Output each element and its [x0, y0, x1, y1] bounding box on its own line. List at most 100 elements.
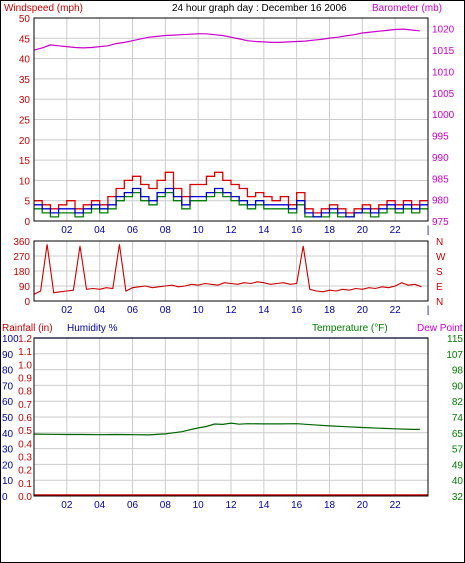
windspeed-tick-label: 20	[19, 136, 31, 147]
temperature-tick-label: 40	[452, 476, 464, 487]
direction-tick-label: 360	[13, 237, 30, 248]
temperature-tick-label: 74	[452, 413, 464, 424]
climate-plot-frame	[33, 337, 429, 497]
direction-chart-x-tick-label: 04	[94, 305, 106, 316]
wind-chart-x-tick-label: 20	[357, 225, 369, 236]
rainfall-tick-label: 0.9	[18, 374, 32, 385]
wind-chart-x-tick-label: 14	[258, 225, 270, 236]
climate-chart-x-tick-label: 02	[61, 500, 73, 511]
humidity-axis-label: Humidity %	[67, 323, 118, 334]
rainfall-tick-label: 1.1	[18, 347, 32, 358]
temperature-tick-label: 32	[452, 492, 464, 503]
direction-tick-label: 90	[19, 282, 31, 293]
temperature-line	[33, 422, 420, 436]
rainfall-tick-label: 0.3	[18, 453, 32, 464]
direction-plot-frame	[33, 240, 429, 302]
direction-chart-x-tick-label: 18	[324, 305, 336, 316]
windspeed-tick-label: 40	[19, 55, 31, 66]
rainfall-tick-label: 0.5	[18, 426, 32, 437]
windspeed-blue-line	[34, 187, 428, 218]
wind-chart-x-tick-label: 06	[127, 225, 139, 236]
windspeed-tick-label: 5	[24, 197, 30, 208]
barometer-tick-label: 990	[432, 153, 449, 164]
chart-title: 24 hour graph day : December 16 2006	[172, 3, 347, 14]
climate-chart-x-tick-label: 06	[127, 500, 139, 511]
barometer-tick-label: 1020	[432, 25, 455, 36]
barometer-line	[33, 28, 420, 51]
windspeed-tick-label: 10	[19, 176, 31, 187]
barometer-tick-label: 1015	[432, 46, 455, 57]
barometer-tick-label: 1005	[432, 89, 455, 100]
barometer-tick-label: 975	[432, 217, 449, 228]
rainfall-tick-label: 0.2	[18, 466, 32, 477]
wind-chart-x-tick-label: 22	[390, 225, 402, 236]
temperature-tick-label: 90	[452, 381, 464, 392]
temperature-axis-label: Temperature (°F)	[312, 323, 388, 334]
climate-chart-x-tick-label: 16	[291, 500, 303, 511]
direction-tick-label: 270	[13, 252, 30, 263]
windspeed-tick-label: 15	[19, 156, 31, 167]
rainfall-axis-label: Rainfall (in)	[2, 323, 53, 334]
humidity-tick-label: 80	[2, 366, 14, 377]
dew-point-label: Dew Point	[417, 323, 463, 334]
humidity-tick-label: 10	[2, 476, 14, 487]
direction-tick-label: 0	[24, 297, 30, 308]
rainfall-tick-label: 1.0	[18, 360, 32, 371]
temperature-tick-label: 107	[446, 350, 463, 361]
climate-chart-x-tick-label: 10	[193, 500, 205, 511]
windspeed-tick-label: 30	[19, 95, 31, 106]
humidity-tick-label: 0	[2, 492, 8, 503]
climate-chart-x-tick-label: 20	[357, 500, 369, 511]
humidity-tick-label: 90	[2, 350, 14, 361]
direction-chart-x-tick-label: 20	[357, 305, 369, 316]
humidity-tick-label: 70	[2, 381, 14, 392]
climate-chart-x-tick-label: 08	[160, 500, 172, 511]
wind-chart-x-tick-label: 02	[61, 225, 73, 236]
barometer-axis-label: Barometer (mb)	[372, 3, 442, 14]
wind-plot-frame	[33, 17, 429, 222]
windspeed-average-line	[34, 191, 428, 218]
windspeed-gust-line	[34, 171, 428, 214]
wind-chart-x-tick-label: 08	[160, 225, 172, 236]
humidity-tick-label: 20	[2, 460, 14, 471]
humidity-tick-label: 50	[2, 413, 14, 424]
windspeed-tick-label: 0	[24, 217, 30, 228]
humidity-tick-label: 60	[2, 397, 14, 408]
windspeed-axis-label: Windspeed (mph)	[4, 3, 83, 14]
direction-chart-x-tick-label: 14	[258, 305, 270, 316]
humidity-tick-label: 40	[2, 429, 14, 440]
direction-chart-x-tick-label: |	[427, 305, 430, 316]
wind-chart-x-tick-label: |	[427, 225, 430, 236]
rainfall-tick-label: 0.0	[18, 492, 32, 503]
direction-chart-x-tick-label: 10	[193, 305, 205, 316]
direction-chart-x-tick-label: 02	[61, 305, 73, 316]
temperature-tick-label: 82	[452, 397, 464, 408]
climate-chart-x-tick-label: 18	[324, 500, 336, 511]
direction-chart-x-tick-label: 12	[225, 305, 237, 316]
compass-tick-label: E	[436, 282, 443, 293]
direction-chart-x-tick-label: 16	[291, 305, 303, 316]
temperature-tick-label: 49	[452, 460, 464, 471]
temperature-tick-label: 98	[452, 366, 464, 377]
compass-tick-label: N	[436, 297, 443, 308]
compass-tick-label: S	[436, 267, 443, 278]
humidity-tick-label: 100	[2, 334, 19, 345]
compass-tick-label: N	[436, 237, 443, 248]
barometer-tick-label: 985	[432, 174, 449, 185]
temperature-tick-label: 57	[452, 445, 464, 456]
direction-chart-x-tick-label: 22	[390, 305, 402, 316]
rainfall-tick-label: 0.1	[18, 479, 32, 490]
wind-chart-x-tick-label: 10	[193, 225, 205, 236]
barometer-tick-label: 995	[432, 132, 449, 143]
windspeed-tick-label: 50	[19, 14, 31, 25]
temperature-tick-label: 115	[447, 334, 463, 345]
direction-chart-x-tick-label: 06	[127, 305, 139, 316]
wind-chart-x-tick-label: 12	[225, 225, 237, 236]
wind-chart-x-tick-label: 04	[94, 225, 106, 236]
direction-chart-x-tick-label: 08	[160, 305, 172, 316]
barometer-tick-label: 1010	[432, 67, 455, 78]
axis-layer: 0510152025303540455097598098599099510001…	[2, 14, 463, 511]
barometer-tick-label: 980	[432, 196, 449, 207]
